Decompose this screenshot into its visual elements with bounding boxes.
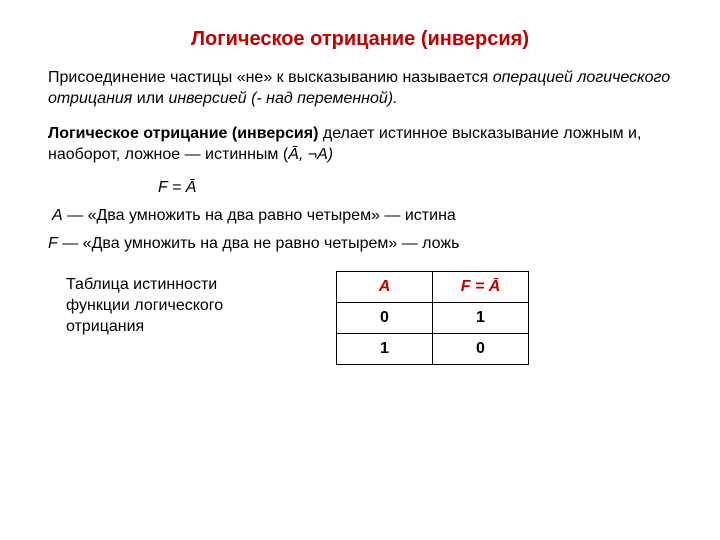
formula: F = Ā: [158, 179, 672, 197]
slide-title: Логическое отрицание (инверсия): [48, 28, 672, 51]
p2-bold: Логическое отрицание (инверсия): [48, 125, 318, 142]
truth-table-row: Таблица истинности функции логического о…: [48, 271, 672, 365]
example-a: А — «Два умножить на два равно четырем» …: [52, 207, 672, 225]
p1-text-2: или: [132, 90, 168, 107]
truth-table-caption: Таблица истинности функции логического о…: [66, 275, 276, 337]
table-header-row: А F = Ā: [337, 272, 529, 303]
table-row: 0 1: [337, 303, 529, 334]
p1-text-1: Присоединение частицы «не» к высказывани…: [48, 69, 493, 86]
table-header-cell: А: [337, 272, 433, 303]
table-cell: 0: [433, 334, 529, 365]
example-f-rest: — «Два умножить на два не равно четырем»…: [58, 235, 460, 252]
example-a-rest: — «Два умножить на два равно четырем» — …: [63, 207, 456, 224]
table-cell: 1: [337, 334, 433, 365]
paragraph-effect: Логическое отрицание (инверсия) делает и…: [48, 123, 672, 165]
example-a-lead: А: [52, 207, 63, 224]
table-header-cell: F = Ā: [433, 272, 529, 303]
table-row: 1 0: [337, 334, 529, 365]
slide: Логическое отрицание (инверсия) Присоеди…: [0, 0, 720, 540]
table-cell: 1: [433, 303, 529, 334]
example-f-lead: F: [48, 235, 58, 252]
paragraph-definition: Присоединение частицы «не» к высказывани…: [48, 67, 672, 109]
truth-table: А F = Ā 0 1 1 0: [336, 271, 529, 365]
example-f: F — «Два умножить на два не равно четыре…: [48, 235, 672, 253]
p2-italic-tail: Ā, ¬А): [288, 146, 333, 163]
table-cell: 0: [337, 303, 433, 334]
p1-italic-2: инверсией (- над переменной).: [168, 90, 397, 107]
